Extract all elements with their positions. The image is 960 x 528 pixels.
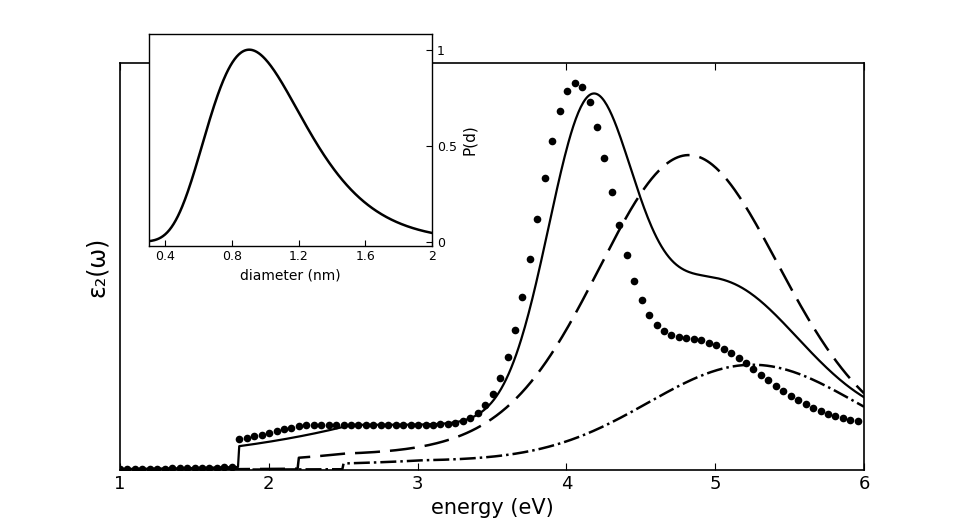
X-axis label: energy (eV): energy (eV) bbox=[431, 498, 553, 518]
Y-axis label: ε₂(ω): ε₂(ω) bbox=[84, 237, 108, 297]
X-axis label: diameter (nm): diameter (nm) bbox=[240, 269, 341, 283]
Y-axis label: P(d): P(d) bbox=[463, 125, 477, 155]
